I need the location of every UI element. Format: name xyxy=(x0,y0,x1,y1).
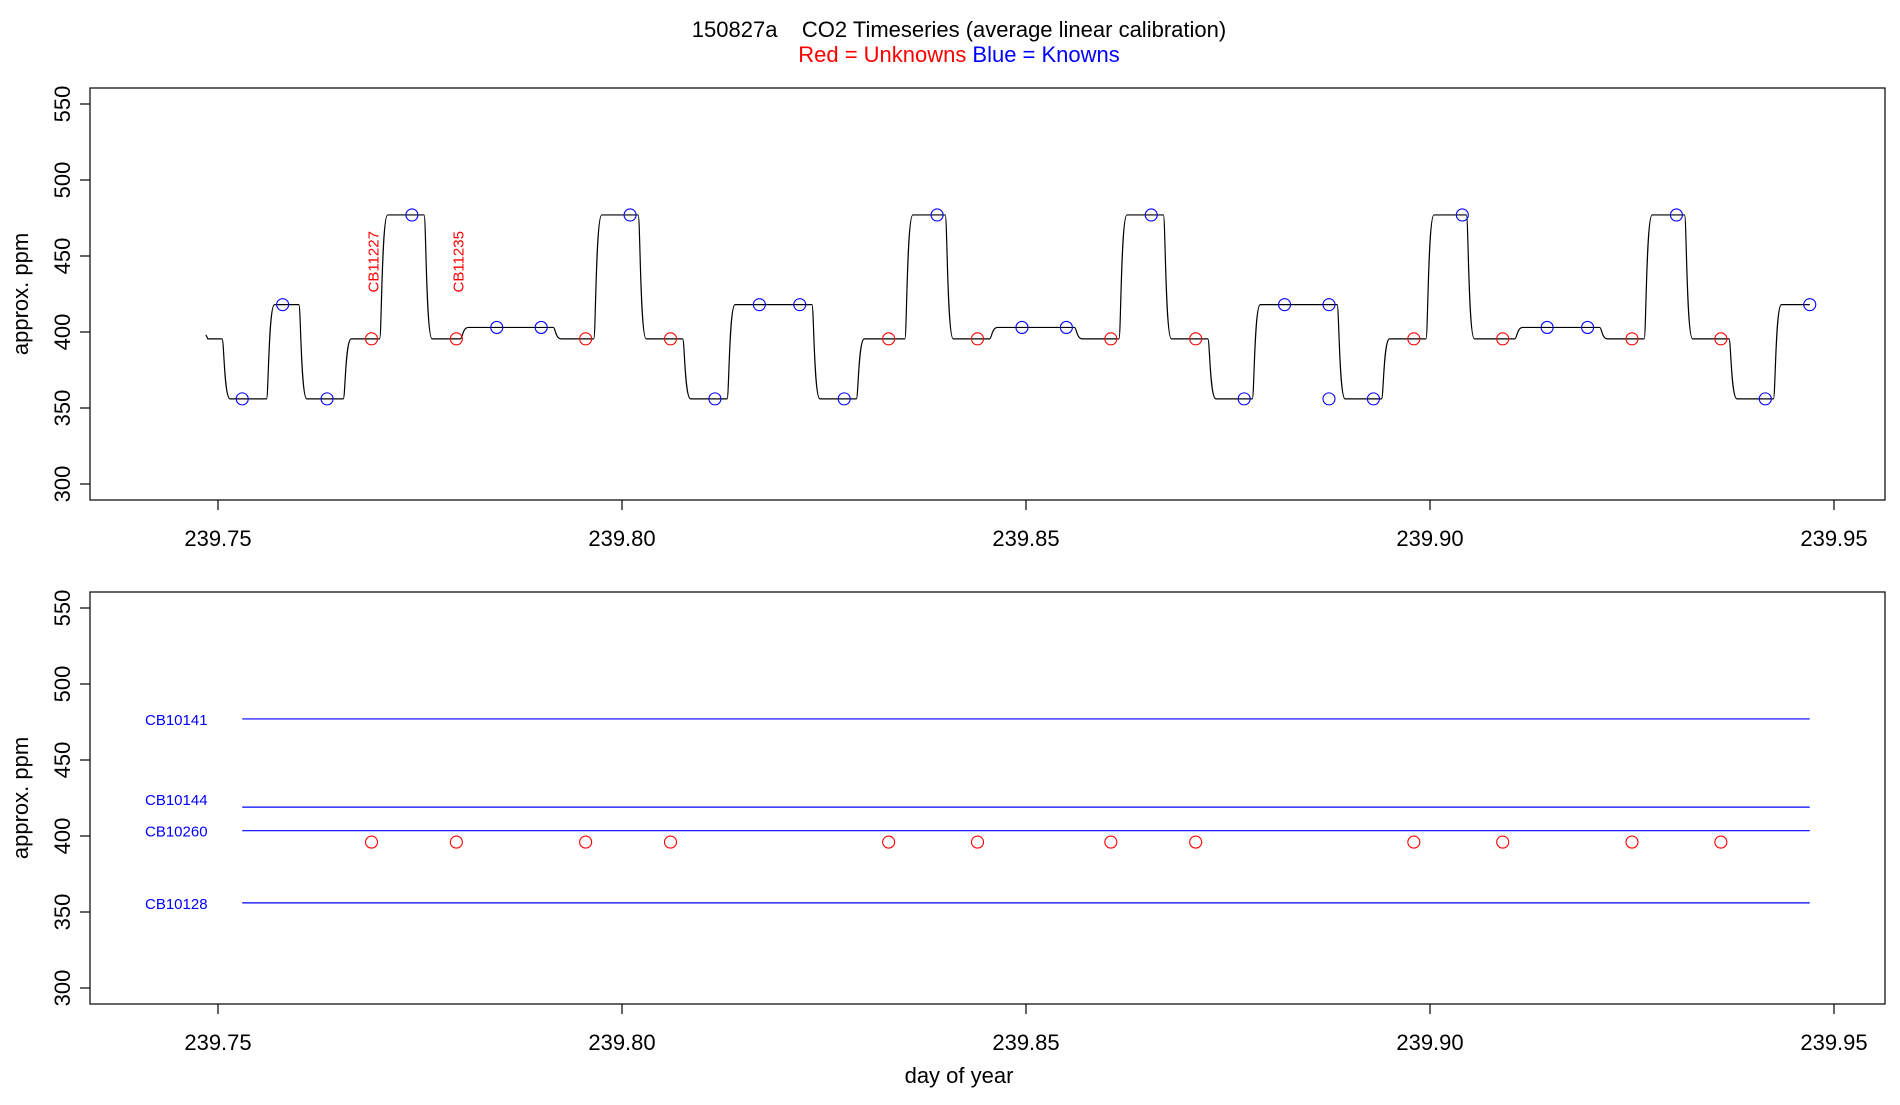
known-point xyxy=(708,392,722,406)
known-point xyxy=(1278,298,1292,312)
known-point xyxy=(235,392,249,406)
x-tick-label: 239.95 xyxy=(1800,526,1867,551)
known-point xyxy=(1322,298,1336,312)
unknown-point xyxy=(449,835,463,849)
known-point xyxy=(276,298,290,312)
co2-trace-line xyxy=(205,214,1810,400)
unknown-point xyxy=(1714,835,1728,849)
known-point xyxy=(405,208,419,222)
unknown-point xyxy=(1189,332,1203,346)
known-point xyxy=(1455,208,1469,222)
unknown-point xyxy=(882,835,896,849)
known-point xyxy=(490,320,504,334)
y-tick-label: 300 xyxy=(50,466,75,503)
known-point xyxy=(534,320,548,334)
unknown-point xyxy=(1496,835,1510,849)
series-label: CB10144 xyxy=(145,792,208,809)
known-point xyxy=(837,392,851,406)
plot-frame xyxy=(89,591,1886,1005)
known-point xyxy=(1059,320,1073,334)
x-tick-label: 239.75 xyxy=(184,1030,251,1055)
sample-annotation: CB11235 xyxy=(450,231,467,292)
known-point xyxy=(320,392,334,406)
x-axis-label: day of year xyxy=(905,1063,1014,1088)
y-tick-label: 500 xyxy=(50,162,75,199)
y-tick-label: 550 xyxy=(50,590,75,627)
unknown-point xyxy=(970,332,985,346)
y-tick-label: 550 xyxy=(50,86,75,123)
x-tick-label: 239.85 xyxy=(992,1030,1059,1055)
unknown-point xyxy=(1625,332,1639,346)
known-point xyxy=(1237,392,1251,406)
known-point xyxy=(1758,392,1772,406)
top-panel: 300 350 400 450 500 550 approx. ppm 239.75 239.8… xyxy=(8,86,1886,551)
unknown-point xyxy=(1407,332,1421,346)
unknown-point xyxy=(364,332,379,346)
known-point xyxy=(1366,392,1380,406)
unknown-point xyxy=(663,332,678,346)
unknown-point xyxy=(1104,332,1118,346)
known-point xyxy=(930,208,944,222)
unknown-point xyxy=(364,835,379,849)
legend-text: Red = Unknowns Blue = Knowns xyxy=(798,42,1120,67)
known-point xyxy=(1144,208,1158,222)
legend-blue-label: Blue = Knowns xyxy=(972,42,1119,67)
legend-red-label: Red = Unknowns xyxy=(798,42,966,67)
series-label: CB10260 xyxy=(145,824,208,841)
y-tick-label: 350 xyxy=(50,894,75,931)
known-point xyxy=(793,298,807,312)
unknown-point xyxy=(1714,332,1728,346)
y-axis-label: approx. ppm xyxy=(8,233,33,355)
unknown-point xyxy=(663,835,678,849)
x-tick-label: 239.90 xyxy=(1396,526,1463,551)
x-tick-label: 239.85 xyxy=(992,526,1059,551)
unknown-point xyxy=(1625,835,1639,849)
series-label: CB10141 xyxy=(145,712,208,729)
unknown-point xyxy=(579,332,593,346)
known-point xyxy=(1015,320,1029,334)
y-tick-label: 300 xyxy=(50,970,75,1007)
unknown-point xyxy=(1189,835,1203,849)
known-point xyxy=(1669,208,1683,222)
chart-title: 150827a CO2 Timeseries (average linear c… xyxy=(692,17,1226,42)
x-tick-label: 239.95 xyxy=(1800,1030,1867,1055)
y-tick-label: 450 xyxy=(50,742,75,779)
series-label: CB10128 xyxy=(145,896,208,913)
y-tick-label: 350 xyxy=(50,390,75,427)
y-tick-label: 450 xyxy=(50,238,75,275)
known-point xyxy=(1322,392,1336,406)
unknown-point xyxy=(970,835,985,849)
known-point xyxy=(623,208,637,222)
unknown-point xyxy=(1407,835,1421,849)
y-tick-label: 500 xyxy=(50,666,75,703)
unknown-point xyxy=(882,332,896,346)
known-point xyxy=(1581,320,1595,334)
unknown-point xyxy=(1496,332,1510,346)
unknown-point xyxy=(1104,835,1118,849)
x-tick-label: 239.90 xyxy=(1396,1030,1463,1055)
plot-frame xyxy=(89,87,1886,501)
known-point xyxy=(1803,298,1817,312)
y-tick-label: 400 xyxy=(50,314,75,351)
unknown-point xyxy=(449,332,463,346)
unknown-point xyxy=(579,835,593,849)
y-axis-label: approx. ppm xyxy=(8,737,33,859)
bottom-panel: 300 350 400 450 500 550 approx. ppm 239.75 239.8… xyxy=(8,590,1886,1088)
x-tick-label: 239.80 xyxy=(588,526,655,551)
x-tick-label: 239.75 xyxy=(184,526,251,551)
y-tick-label: 400 xyxy=(50,818,75,855)
known-point xyxy=(752,298,766,312)
x-tick-label: 239.80 xyxy=(588,1030,655,1055)
sample-annotation: CB11227 xyxy=(366,231,383,292)
known-point xyxy=(1540,320,1554,334)
